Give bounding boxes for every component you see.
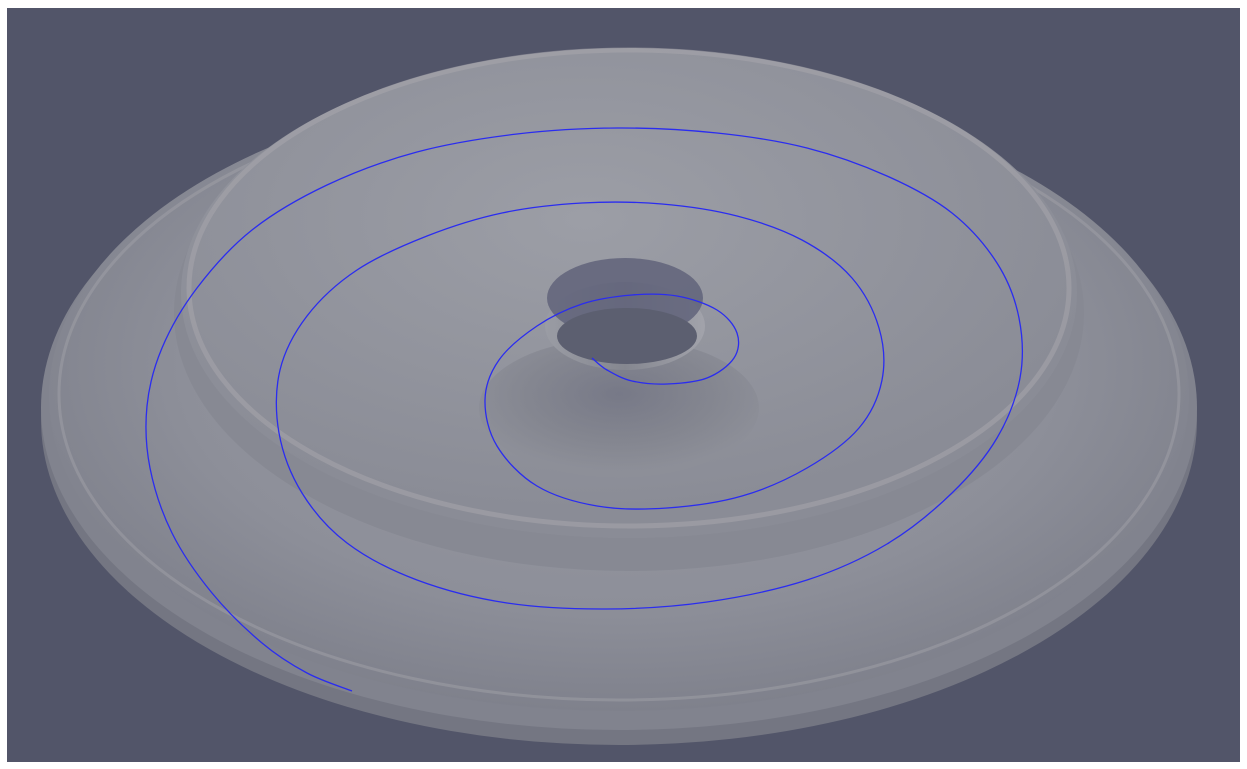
center-hole xyxy=(545,258,705,370)
3d-viewport[interactable] xyxy=(7,8,1240,762)
raised-disc-edge-highlight xyxy=(186,47,1072,529)
spiral-curve xyxy=(145,127,1023,692)
center-hole-floor xyxy=(557,308,697,364)
center-bowl xyxy=(479,338,759,478)
